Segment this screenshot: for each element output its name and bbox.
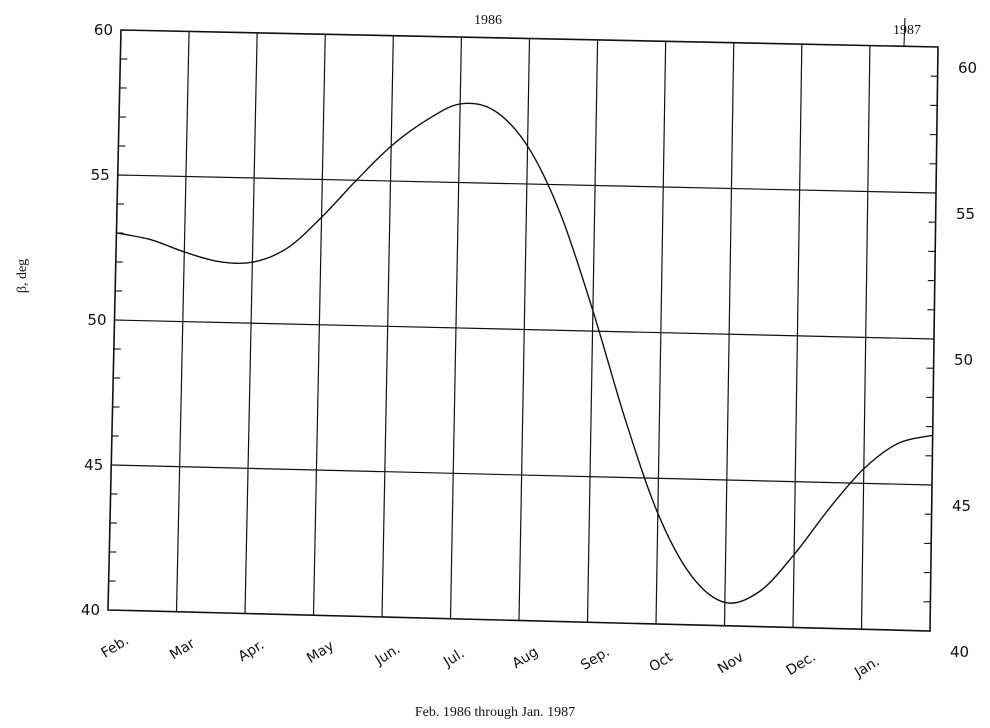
horizontal-gridline <box>117 174 937 194</box>
x-tick-label: Feb. <box>98 632 131 661</box>
x-tick-label: Oct <box>646 649 675 676</box>
right-y-tick-label: 60 <box>958 59 977 77</box>
x-tick-label: Apr. <box>235 637 267 665</box>
minor-ticks <box>108 58 938 603</box>
beta-series-line <box>116 102 933 604</box>
right-y-tick-label: 55 <box>956 205 975 223</box>
horizontal-gridline <box>114 319 935 340</box>
labels: 60 55 50 45 40 60 55 50 45 40 Feb. Mar Apr. May Jun. Ju… <box>81 21 977 681</box>
y-axis-title: β, deg <box>15 259 30 293</box>
left-y-tick-label: 55 <box>91 166 110 184</box>
x-tick-label: Sep. <box>578 644 613 674</box>
year-1987-label: 1987 <box>893 23 921 38</box>
horizontal-gridline <box>111 464 933 486</box>
x-tick-label: Aug <box>509 644 541 672</box>
x-tick-label: Jan. <box>851 653 882 681</box>
x-tick-label: May <box>304 638 337 667</box>
right-y-tick-label: 45 <box>952 497 971 515</box>
left-y-tick-label: 45 <box>84 456 103 474</box>
right-y-tick-label: 50 <box>954 351 973 369</box>
x-tick-label: Dec. <box>783 649 818 679</box>
year-divider-line <box>903 17 906 47</box>
left-y-tick-label: 60 <box>94 21 113 39</box>
left-y-tick-label: 40 <box>81 601 100 619</box>
year-1986-label: 1986 <box>474 13 502 28</box>
plot-frame <box>107 17 939 632</box>
x-tick-label: Jul. <box>440 645 467 670</box>
x-tick-label: Nov <box>715 649 747 677</box>
grid <box>111 31 937 630</box>
right-y-tick-label: 40 <box>950 643 969 661</box>
left-y-tick-label: 50 <box>87 311 106 329</box>
plot-border <box>107 29 939 632</box>
x-tick-label: Jun. <box>372 641 404 669</box>
x-tick-label: Mar <box>167 636 198 664</box>
x-axis-title: Feb. 1986 through Jan. 1987 <box>415 705 575 720</box>
